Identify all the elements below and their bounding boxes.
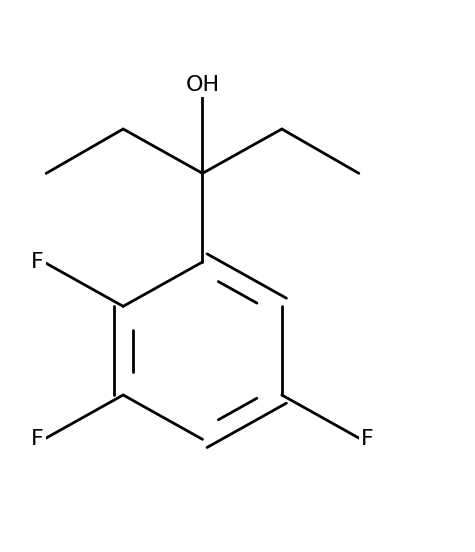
- Text: F: F: [361, 429, 374, 449]
- Text: OH: OH: [185, 75, 219, 94]
- Text: F: F: [31, 252, 44, 272]
- Text: F: F: [31, 429, 44, 449]
